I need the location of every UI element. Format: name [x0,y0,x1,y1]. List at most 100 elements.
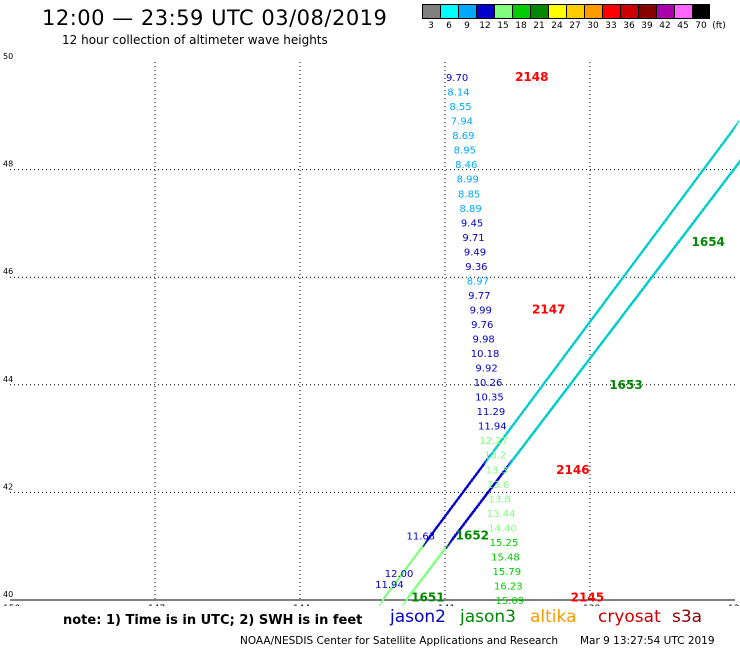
satellite-altika: altika [530,607,577,627]
legend-label: 3 [428,21,434,31]
legend-bin: 39 [638,4,656,31]
legend-swatch [620,4,638,19]
legend-label: 9 [464,21,470,31]
swh-value-label: 16.23 [494,581,523,592]
swh-value-label: 9.98 [473,335,495,346]
legend-unit: (ft) [710,4,728,31]
legend-label: 33 [605,21,617,31]
legend-label: 27 [569,21,581,31]
swh-value-label: 10.26 [474,378,503,389]
lon-tick-label: -138 [580,604,601,606]
legend-label: 15 [497,21,509,31]
legend-label: 70 [695,21,707,31]
swh-value-label: 8.95 [454,146,476,157]
swh-value-label: 11.63 [407,531,436,542]
legend-label: 21 [533,21,545,31]
legend-swatch [584,4,602,19]
legend-swatch [548,4,566,19]
color-legend: 3 6 9 12 15 18 21 24 27 30 33 36 39 42 45 70 (ft) [422,4,728,31]
lat-tick-label: 48 [3,160,13,169]
pass-time-label: 1651 [411,590,444,604]
lon-tick-label: -135 [725,604,740,606]
pass-time-label: 2147 [532,302,565,316]
swh-value-label: 15.25 [490,538,519,549]
swh-value-label: 9.77 [468,291,490,302]
legend-bin: 21 [530,4,548,31]
legend-swatch [476,4,494,19]
pass-time-label: 2145 [571,590,604,604]
swh-value-label: 12.00 [385,569,414,580]
pass-time-label: 1652 [456,528,489,542]
swh-value-label: 9.70 [446,73,468,84]
legend-bin: 6 [440,4,458,31]
swh-value-label: 9.36 [465,262,487,273]
swh-value-label: 9.71 [462,233,484,244]
axis-ticks: -150 -147 -144 -141 -138 -135 50 48 46 44 42 40 [0,52,740,606]
pass-time-labels: 2148 2147 2146 2145 1654 1653 1652 1651 [411,70,725,604]
satellite-jason2: jason2 [390,607,446,627]
swh-value-label: 11.29 [477,407,506,418]
legend-bin: 70 [692,4,710,31]
swh-value-label: 13.44 [487,509,516,520]
legend-label: 12 [479,21,491,31]
legend-bin: 24 [548,4,566,31]
swh-value-label: 14.40 [488,523,517,534]
legend-bin: 30 [584,4,602,31]
legend-bin: 36 [620,4,638,31]
swh-value-label: 8.69 [452,131,474,142]
swh-value-label: 8.99 [457,175,479,186]
map-subtitle: 12 hour collection of altimeter wave hei… [62,33,328,47]
legend-label: 18 [515,21,527,31]
legend-label: 36 [623,21,635,31]
swh-value-label: 11.94 [375,580,404,591]
swh-value-labels: 9.70 8.14 8.55 7.94 8.69 8.95 8.46 8.99 8.85 8.89… [375,73,524,606]
footer: note: 1) Time is in UTC; 2) SWH is in fe… [0,606,740,650]
pass-time-label: 1654 [692,235,725,249]
note-text: note: 1) Time is in UTC; 2) SWH is in fe… [63,613,363,628]
satellite-swaths [378,120,740,606]
swh-value-label: 15.48 [491,552,520,563]
legend-unit-label: (ft) [712,21,726,31]
legend-bin: 18 [512,4,530,31]
swh-value-label: 13.3 [486,465,508,476]
map-grid [10,62,735,601]
legend-bin: 42 [656,4,674,31]
swh-value-label: 13.2 [484,451,506,462]
swh-value-label: 7.94 [451,117,473,128]
swh-value-label: 8.46 [455,160,477,171]
swh-value-label: 10.35 [475,393,504,404]
swh-value-label: 8.89 [459,204,481,215]
swh-value-label: 8.14 [447,88,469,99]
legend-swatch [638,4,656,19]
legend-bin: 3 [422,4,440,31]
lon-tick-label: -144 [290,604,311,606]
legend-bin: 9 [458,4,476,31]
swh-value-label: 12.27 [479,436,508,447]
pass-time-label: 2148 [515,70,548,84]
lon-tick-label: -147 [145,604,165,606]
lat-tick-label: 50 [3,52,13,61]
swh-value-label: 8.97 [467,276,489,287]
legend-bin: 27 [566,4,584,31]
legend-swatch [602,4,620,19]
legend-swatch [692,4,710,19]
legend-swatch [458,4,476,19]
swh-value-label: 9.49 [464,247,486,258]
legend-swatch [422,4,440,19]
swh-value-label: 9.99 [470,305,492,316]
swh-value-label: 8.55 [449,102,471,113]
swh-value-label: 13.8 [488,494,510,505]
wave-height-map: -150 -147 -144 -141 -138 -135 50 48 46 44 42 40 9.7… [0,52,740,606]
pass-time-label: 1653 [609,378,642,392]
legend-swatch [494,4,512,19]
legend-swatch [566,4,584,19]
swh-value-label: 9.92 [475,364,497,375]
legend-label: 45 [677,21,689,31]
swh-value-label: 15.79 [493,567,522,578]
legend-swatch [674,4,692,19]
lat-tick-label: 42 [3,482,13,491]
lat-tick-label: 40 [3,590,13,599]
swh-value-label: 10.18 [471,349,500,360]
legend-swatch [440,4,458,19]
swh-value-label: 15.09 [495,596,524,606]
